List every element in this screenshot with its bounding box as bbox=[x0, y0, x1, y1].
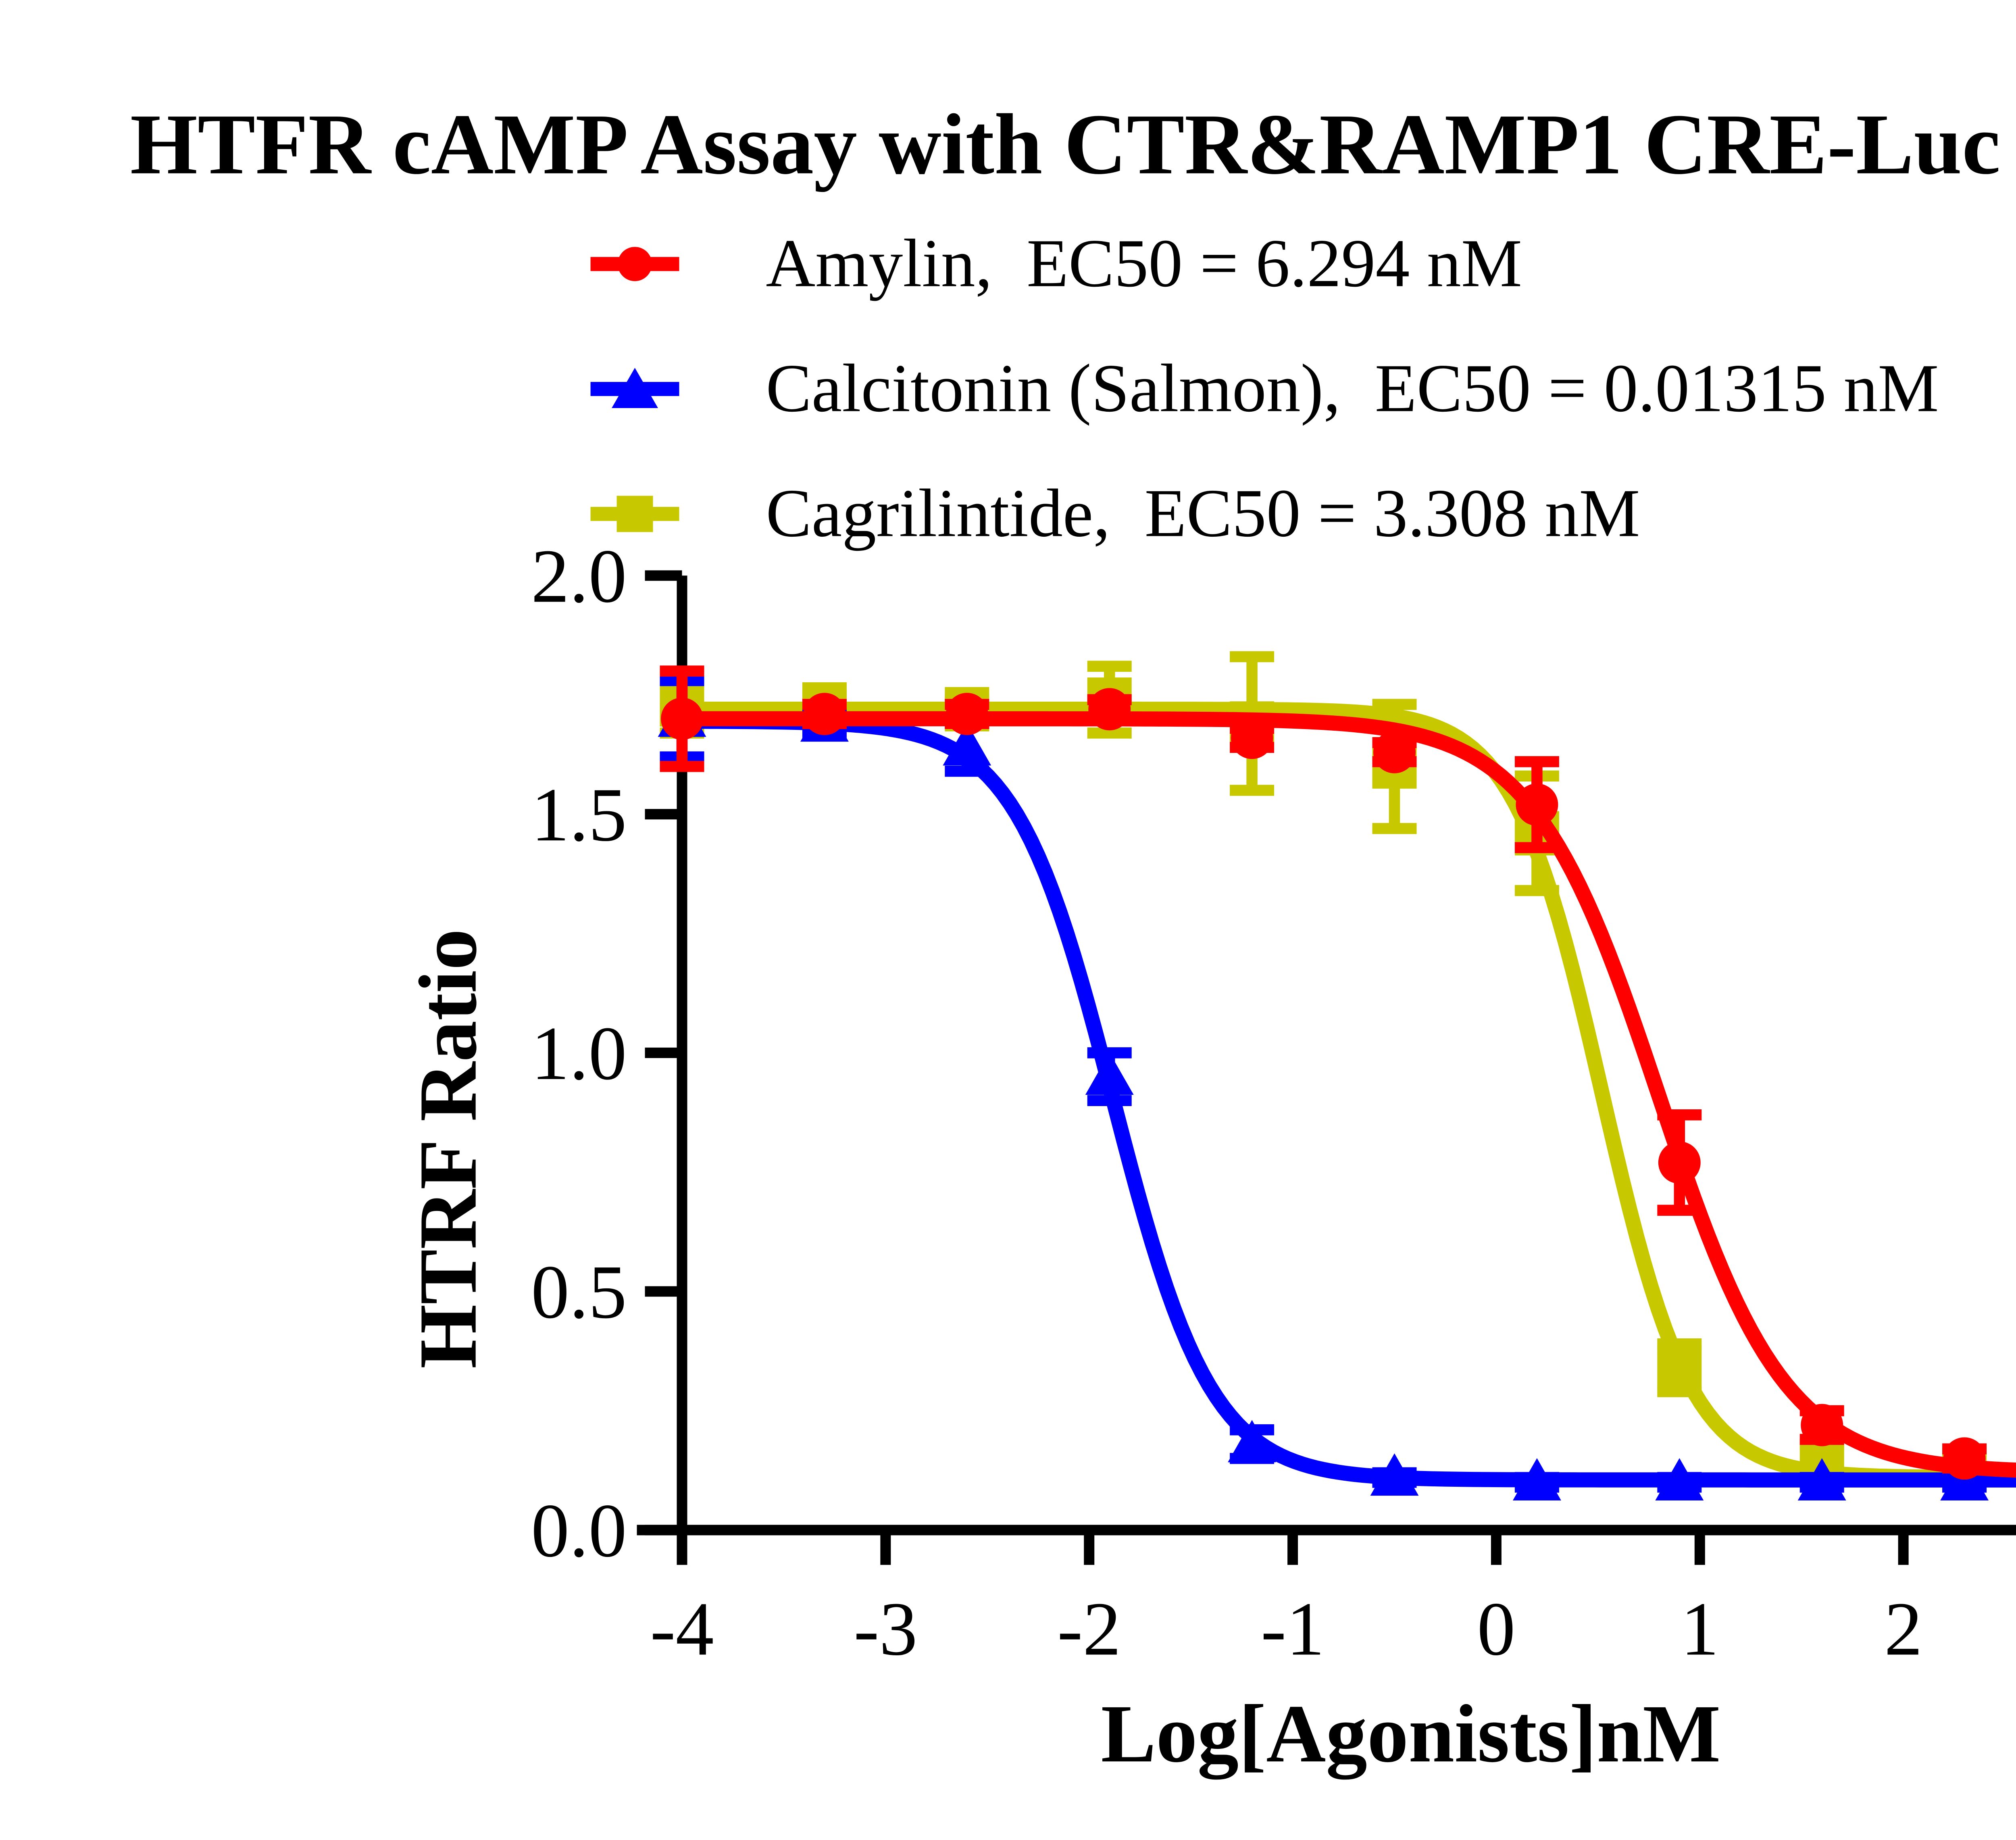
x-axis-title: Log[Agonists]nM bbox=[1101, 1688, 1720, 1780]
fit-curve bbox=[674, 701, 2016, 1485]
legend-circle-marker-icon bbox=[618, 247, 652, 281]
data-point-marker bbox=[1512, 1458, 1561, 1500]
x-tick-label: -1 bbox=[1261, 1587, 1325, 1671]
x-tick-label: -2 bbox=[1057, 1587, 1121, 1671]
data-point-marker bbox=[1085, 1052, 1134, 1095]
x-tick-label: 1 bbox=[1681, 1587, 1719, 1671]
legend-label-cagrilintide: Cagrilintide, EC50 = 3.308 nM bbox=[766, 475, 1640, 551]
data-point-marker bbox=[1373, 731, 1416, 773]
series-calcitonin-salmon- bbox=[658, 675, 2016, 1500]
data-point-marker bbox=[1657, 1345, 1702, 1390]
fit-curve bbox=[674, 713, 2016, 1488]
legend-item-calcitonin: Calcitonin (Salmon), EC50 = 0.01315 nM bbox=[590, 350, 1939, 426]
y-tick-label: 0.5 bbox=[531, 1250, 627, 1335]
legend-label-calcitonin: Calcitonin (Salmon), EC50 = 0.01315 nM bbox=[766, 350, 1939, 426]
y-tick-label: 0.0 bbox=[531, 1488, 627, 1573]
series-cagrilintide bbox=[660, 651, 2016, 1490]
data-point-marker bbox=[1658, 1141, 1701, 1184]
data-point-marker bbox=[1801, 1404, 1843, 1446]
legend: Amylin, EC50 = 6.294 nM Calcitonin (Salm… bbox=[590, 225, 1939, 551]
data-point-marker bbox=[1797, 1458, 1846, 1500]
data-point-marker bbox=[1943, 1437, 1986, 1480]
data-point-marker bbox=[1088, 688, 1131, 731]
x-tick-label: -4 bbox=[650, 1587, 714, 1671]
data-point-marker bbox=[1516, 783, 1558, 826]
chart-title: HTFR cAMP Assay with CTR&RAMP1 CRE-Luc H… bbox=[130, 96, 2016, 192]
legend-item-amylin: Amylin, EC50 = 6.294 nM bbox=[590, 225, 1522, 301]
data-point-marker bbox=[803, 693, 846, 736]
data-point-marker bbox=[1231, 717, 1273, 759]
y-tick-label: 2.0 bbox=[531, 534, 627, 619]
y-axis-title: HTRF Ratio bbox=[402, 929, 494, 1369]
series-amylin bbox=[660, 665, 2016, 1480]
legend-square-marker-icon bbox=[616, 496, 653, 532]
data-point-marker bbox=[661, 697, 703, 740]
x-tick-label: -3 bbox=[854, 1587, 917, 1671]
y-tick-label: 1.5 bbox=[531, 773, 627, 857]
data-point-marker bbox=[1655, 1458, 1704, 1500]
data-point-marker bbox=[943, 723, 991, 766]
plot-area: -4-3-2-101232.01.51.00.50.0 bbox=[531, 534, 2016, 1671]
data-point-marker bbox=[1370, 1453, 1419, 1496]
data-point-marker bbox=[1228, 1420, 1277, 1463]
x-tick-label: 0 bbox=[1477, 1587, 1515, 1671]
y-tick-label: 1.0 bbox=[531, 1011, 627, 1096]
legend-item-cagrilintide: Cagrilintide, EC50 = 3.308 nM bbox=[590, 475, 1640, 551]
x-tick-label: 2 bbox=[1884, 1587, 1922, 1671]
legend-label-amylin: Amylin, EC50 = 6.294 nM bbox=[766, 225, 1522, 301]
fit-curve bbox=[674, 711, 2016, 1478]
legend-triangle-marker-icon bbox=[612, 368, 658, 408]
data-point-marker bbox=[946, 693, 988, 736]
